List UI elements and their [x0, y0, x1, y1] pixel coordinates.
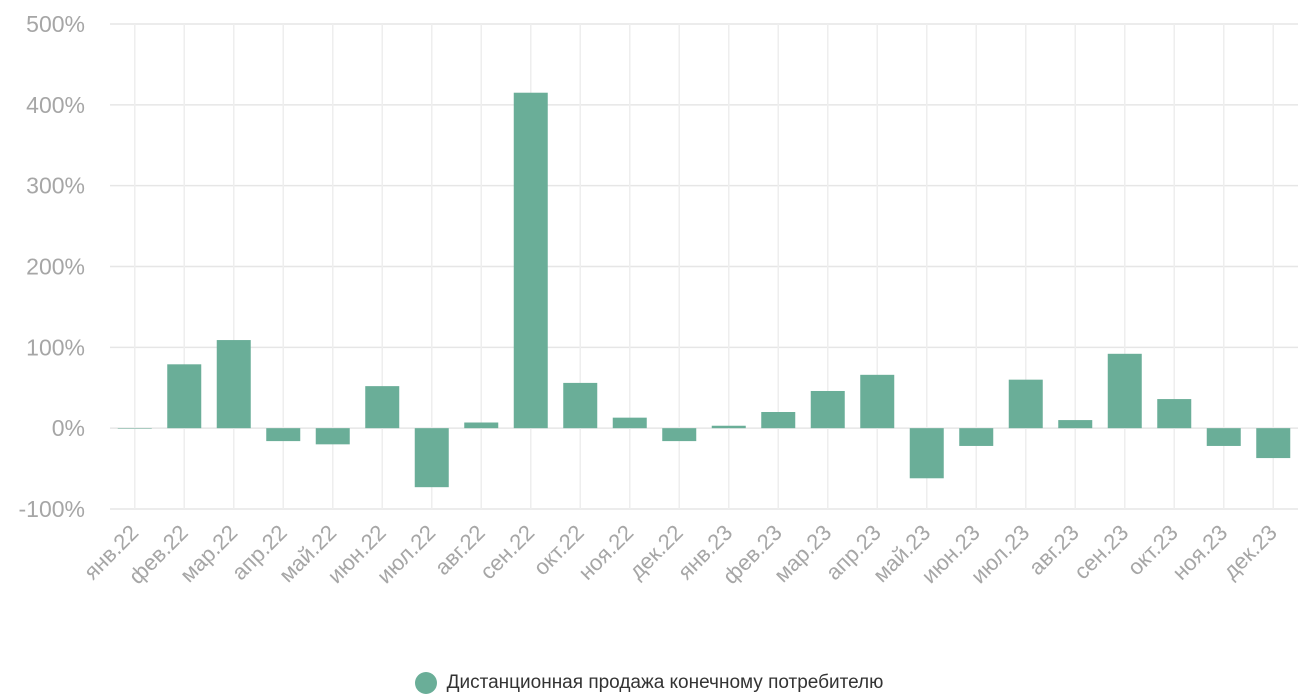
- bar-апр.23[interactable]: [860, 374, 895, 429]
- bar-май.22[interactable]: [315, 428, 350, 445]
- x-tick-label: ноя.23: [1167, 520, 1232, 585]
- bar-янв.22[interactable]: [117, 428, 152, 429]
- y-tick-label: 500%: [26, 11, 85, 37]
- y-tick-label: -100%: [19, 496, 85, 522]
- y-tick-label: 300%: [26, 173, 85, 199]
- bar-chart: 500% 400% 300% 200% 100% 0% -100% янв.22фев.22…: [19, 11, 1298, 589]
- legend-label: Дистанционная продажа конечному потребит…: [446, 672, 884, 693]
- bar-сен.22[interactable]: [513, 92, 548, 429]
- bar-окт.23[interactable]: [1157, 399, 1192, 429]
- x-tick-label: дек.23: [1218, 520, 1282, 584]
- y-tick-label: 400%: [26, 92, 85, 118]
- bar-янв.23[interactable]: [711, 425, 746, 429]
- bar-авг.23[interactable]: [1058, 420, 1093, 429]
- bar-фев.22[interactable]: [167, 364, 202, 429]
- bar-сен.23[interactable]: [1107, 353, 1142, 429]
- bar-авг.22[interactable]: [464, 422, 499, 429]
- legend: Дистанционная продажа конечному потребит…: [0, 672, 1298, 694]
- bar-мар.23[interactable]: [810, 390, 845, 429]
- bar-ноя.22[interactable]: [612, 417, 647, 429]
- x-axis-ticks: янв.22фев.22мар.22апр.22май.22июн.22июл.…: [79, 520, 1282, 589]
- bar-окт.22[interactable]: [563, 382, 598, 429]
- legend-swatch: [414, 672, 437, 694]
- x-tick-label: сен.22: [475, 520, 539, 584]
- bar-май.23[interactable]: [909, 428, 944, 479]
- x-tick-label: дек.22: [624, 520, 688, 584]
- bar-дек.22[interactable]: [662, 428, 697, 442]
- y-tick-label: 100%: [26, 334, 85, 360]
- y-tick-label: 200%: [26, 254, 85, 280]
- x-tick-label: ноя.22: [573, 520, 638, 585]
- bar-апр.22[interactable]: [266, 428, 301, 442]
- y-axis-ticks: 500% 400% 300% 200% 100% 0% -100%: [19, 11, 85, 522]
- bar-дек.23[interactable]: [1256, 428, 1291, 459]
- bar-мар.22[interactable]: [216, 340, 251, 429]
- y-tick-label: 0%: [52, 415, 85, 441]
- bars: [117, 92, 1291, 488]
- bar-июн.22[interactable]: [365, 386, 400, 429]
- bar-ноя.23[interactable]: [1206, 428, 1241, 446]
- bar-июл.23[interactable]: [1008, 379, 1043, 429]
- bar-июн.23[interactable]: [959, 428, 994, 446]
- x-tick-label: сен.23: [1069, 520, 1133, 584]
- bar-июл.22[interactable]: [414, 428, 449, 488]
- bar-фев.23[interactable]: [761, 412, 796, 429]
